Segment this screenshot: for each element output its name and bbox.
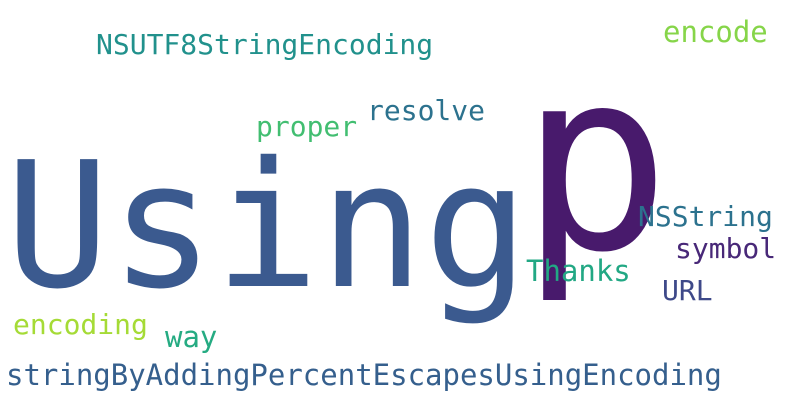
word-p: p (520, 16, 671, 307)
word-proper: proper (256, 110, 357, 143)
word-way: way (165, 320, 217, 354)
word-encode: encode (663, 15, 768, 49)
word-nsutf8stringencoding: NSUTF8StringEncoding (96, 28, 433, 61)
word-url: URL (662, 274, 713, 307)
word-nsstring: NSString (638, 200, 773, 233)
word-encoding: encoding (13, 308, 148, 341)
word-using: Using (5, 125, 529, 328)
word-resolve: resolve (367, 94, 485, 127)
word-stringbyaddingpercentescapesusingencoding: stringByAddingPercentEscapesUsingEncodin… (6, 358, 722, 392)
word-thanks: Thanks (526, 254, 631, 288)
word-symbol: symbol (675, 232, 776, 265)
